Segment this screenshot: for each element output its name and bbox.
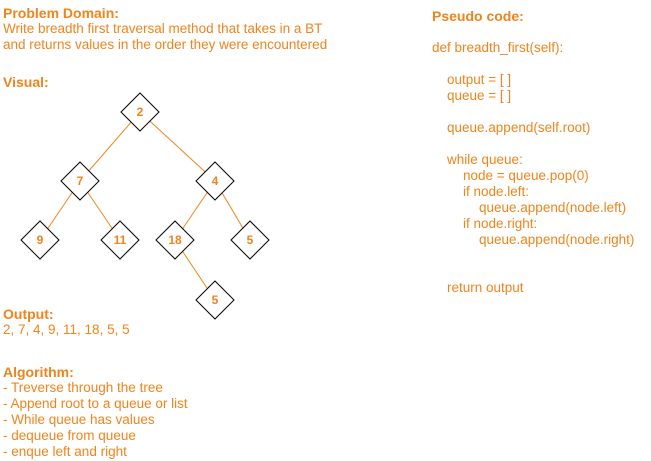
pseudo-line-if-left: if node.left: <box>463 184 530 199</box>
problem-domain-line-2: and returns values in the order they wer… <box>3 37 328 52</box>
pseudo-line-return: return output <box>447 280 524 295</box>
tree-node-diamond <box>60 161 100 201</box>
tree-node-n5: 11 <box>100 220 140 260</box>
algorithm-heading: Algorithm: <box>3 364 74 380</box>
tree-node-diamond <box>120 92 160 132</box>
algorithm-step-4: - dequeue from queue <box>3 428 136 443</box>
tree-node-n2: 7 <box>60 161 100 201</box>
algorithm-step-3: - While queue has values <box>3 412 155 427</box>
tree-node-label: 7 <box>77 174 84 188</box>
output-heading: Output: <box>3 306 54 322</box>
pseudo-line-append-right: queue.append(node.right) <box>479 232 635 247</box>
algorithm-step-1: - Treverse through the tree <box>3 380 163 395</box>
pseudo-line-append-left: queue.append(node.left) <box>479 200 627 215</box>
tree-node-diamond <box>195 161 235 201</box>
tree-node-label: 2 <box>137 105 144 119</box>
pseudo-line-append-root: queue.append(self.root) <box>447 120 591 135</box>
tree-node-n4: 9 <box>20 220 60 260</box>
pseudo-code-heading: Pseudo code: <box>432 8 524 24</box>
pseudo-line-queue: queue = [ ] <box>447 88 512 103</box>
tree-node-n8: 5 <box>195 280 235 320</box>
pseudo-line-pop: node = queue.pop(0) <box>463 168 589 183</box>
tree-node-n1: 2 <box>120 92 160 132</box>
tree-edge-n1-n3 <box>139 111 216 182</box>
algorithm-step-2: - Append root to a queue or list <box>3 396 188 411</box>
pseudo-line-output: output = [ ] <box>447 72 512 87</box>
tree-node-n6: 18 <box>155 220 195 260</box>
tree-node-n3: 4 <box>195 161 235 201</box>
tree-node-diamond <box>155 220 195 260</box>
tree-node-n7: 5 <box>230 220 270 260</box>
tree-node-diamond <box>195 280 235 320</box>
tree-node-label: 4 <box>212 174 219 188</box>
tree-node-diamond <box>100 220 140 260</box>
tree-node-label: 11 <box>114 233 127 247</box>
tree-node-label: 5 <box>247 233 254 247</box>
tree-node-label: 9 <box>37 233 44 247</box>
pseudo-line-def: def breadth_first(self): <box>432 40 564 55</box>
pseudo-line-if-right: if node.right: <box>463 216 538 231</box>
pseudo-line-while: while queue: <box>447 152 523 167</box>
tree-node-label: 18 <box>168 233 182 247</box>
problem-domain-heading: Problem Domain: <box>3 5 119 21</box>
tree-node-diamond <box>20 220 60 260</box>
tree-node-label: 5 <box>212 293 219 307</box>
tree-edge-n1-n2 <box>79 111 141 182</box>
tree-node-diamond <box>230 220 270 260</box>
algorithm-step-5: - enque left and right <box>3 444 127 459</box>
problem-domain-line-1: Write breadth first traversal method tha… <box>3 21 323 36</box>
visual-heading: Visual: <box>3 74 49 90</box>
output-value: 2, 7, 4, 9, 11, 18, 5, 5 <box>3 322 130 337</box>
